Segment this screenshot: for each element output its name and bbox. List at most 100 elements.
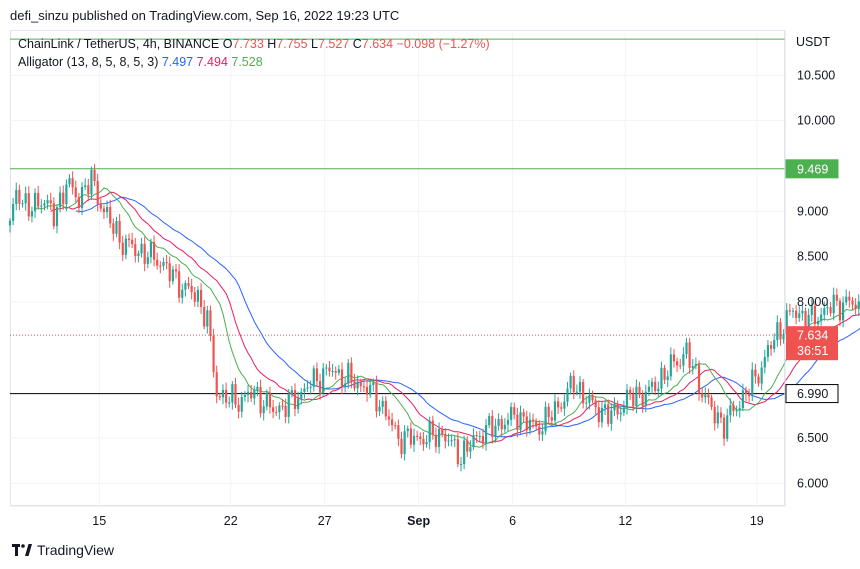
candle-body (124, 238, 127, 255)
candle-body (635, 386, 638, 407)
candle (40, 199, 43, 214)
candle (12, 197, 15, 225)
candle-body (663, 367, 666, 380)
candle-body (726, 415, 729, 439)
candle (237, 397, 240, 419)
candle-body (265, 392, 268, 407)
candle (62, 185, 65, 210)
candle (763, 349, 766, 374)
candle (478, 430, 481, 442)
candle (403, 425, 406, 461)
candle (378, 399, 381, 417)
candle-body (619, 412, 622, 415)
candle-body (685, 342, 688, 355)
candle (162, 257, 165, 271)
candle (456, 432, 459, 468)
candle (748, 388, 751, 402)
candle-body (115, 221, 118, 234)
candle (563, 394, 566, 416)
candle (607, 399, 610, 427)
candle (156, 252, 159, 270)
candle (644, 384, 647, 413)
candle-body (281, 405, 284, 407)
candle (240, 391, 243, 418)
candle-body (21, 203, 24, 205)
candle-body (738, 408, 741, 411)
candle-body (791, 310, 795, 312)
candle-body (491, 416, 494, 437)
candle (610, 403, 613, 431)
candle-body (400, 438, 403, 455)
candle (275, 406, 278, 417)
candle (779, 318, 782, 346)
candle (187, 277, 190, 290)
candle (134, 237, 137, 263)
publisher-caption: defi_sinzu published on TradingView.com,… (10, 8, 400, 23)
candle (24, 186, 27, 211)
candle (15, 182, 18, 211)
candle (140, 237, 143, 258)
candle (419, 432, 422, 446)
candle-body (196, 289, 200, 302)
candle (776, 315, 779, 347)
candle-body (187, 283, 190, 287)
candle-body (597, 407, 600, 423)
candle-body (156, 259, 159, 266)
candle-body (325, 367, 328, 369)
candle (679, 358, 682, 370)
price-axis-unit: USDT (796, 35, 830, 49)
candle (8, 218, 12, 233)
candle (27, 186, 30, 221)
candle (484, 418, 488, 451)
candle-body (654, 381, 657, 392)
candle-body (240, 396, 243, 412)
candle-body (841, 302, 845, 321)
candle (447, 433, 450, 447)
tradingview-brand[interactable]: TradingView (12, 542, 114, 558)
candle-body (268, 392, 272, 408)
candle-body (243, 395, 246, 397)
candle-body (137, 253, 140, 256)
candle (344, 376, 347, 393)
candle (798, 306, 801, 322)
candle (550, 410, 553, 426)
candle (271, 399, 275, 419)
candle-body (541, 431, 544, 435)
candle-body (528, 419, 531, 431)
candle-body (253, 390, 256, 399)
candle (538, 420, 541, 441)
brand-name: TradingView (37, 542, 115, 558)
candle-body (625, 389, 629, 408)
candle-body (171, 269, 174, 282)
teeth-line (50, 191, 860, 444)
candle (431, 415, 434, 440)
candle (127, 233, 131, 248)
candle-body (312, 368, 315, 387)
candle (184, 280, 187, 297)
candles-layer (8, 164, 860, 472)
candle (37, 185, 40, 210)
candle (112, 218, 115, 241)
candle (459, 456, 463, 472)
candle (622, 400, 625, 416)
candle (810, 298, 813, 322)
candle (672, 348, 676, 368)
candle (256, 381, 259, 397)
candle (541, 424, 544, 441)
candle (838, 298, 842, 327)
candle (603, 400, 607, 416)
candle (732, 400, 735, 417)
candle-body (707, 394, 710, 398)
candle-body (478, 435, 481, 437)
horizontal-line-price-label: 9.469 (785, 159, 839, 179)
candle (506, 412, 510, 432)
candle-body (347, 362, 350, 384)
candle-body (497, 418, 500, 426)
x-tick-label: 19 (750, 514, 764, 528)
candle-body (237, 404, 240, 412)
candle (650, 377, 654, 395)
candle-body (65, 184, 68, 205)
candle (632, 387, 635, 411)
candle-body (488, 416, 491, 426)
